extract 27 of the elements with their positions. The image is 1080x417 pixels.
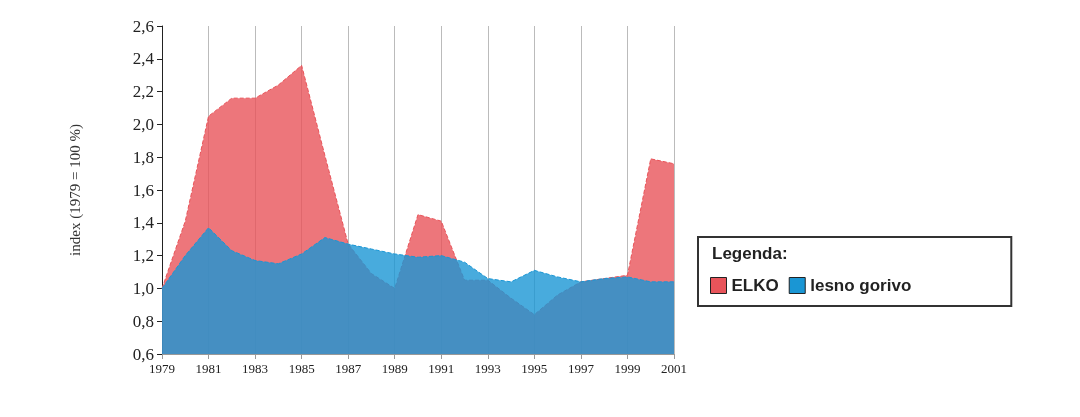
x-tick-label: 1989 <box>381 361 408 376</box>
legend-title: Legenda: <box>712 244 788 263</box>
y-tick-label: 1,0 <box>132 278 154 298</box>
y-tick-label: 0,6 <box>132 344 154 364</box>
x-tick-label: 1987 <box>335 361 362 376</box>
x-tick-label: 2001 <box>661 361 687 376</box>
x-tick-label: 1993 <box>474 361 501 376</box>
y-tick-label: 2,6 <box>132 16 154 36</box>
y-tick-label: 2,0 <box>132 114 154 134</box>
x-tick-label: 1995 <box>521 361 548 376</box>
legend-label: lesno gorivo <box>810 276 912 295</box>
x-tick-label: 1979 <box>149 361 175 376</box>
y-tick-label: 1,4 <box>132 213 155 233</box>
x-tick-label: 1985 <box>288 361 315 376</box>
x-tick-label: 1991 <box>428 361 455 376</box>
y-tick-label: 0,8 <box>132 311 154 331</box>
y-tick-label: 2,4 <box>132 49 155 69</box>
y-tick-label: 1,6 <box>132 180 154 200</box>
x-tick-label: 1997 <box>567 361 595 376</box>
y-tick-label: 2,2 <box>132 82 154 102</box>
legend-label: ELKO <box>731 276 779 295</box>
y-axis-title: index (1979 = 100 %) <box>66 124 84 256</box>
y-tick-label: 1,8 <box>132 147 154 167</box>
y-tick-label: 1,2 <box>132 246 154 266</box>
x-tick-label: 1981 <box>195 361 222 376</box>
x-tick-label: 1999 <box>614 361 641 376</box>
x-tick-label: 1983 <box>242 361 269 376</box>
